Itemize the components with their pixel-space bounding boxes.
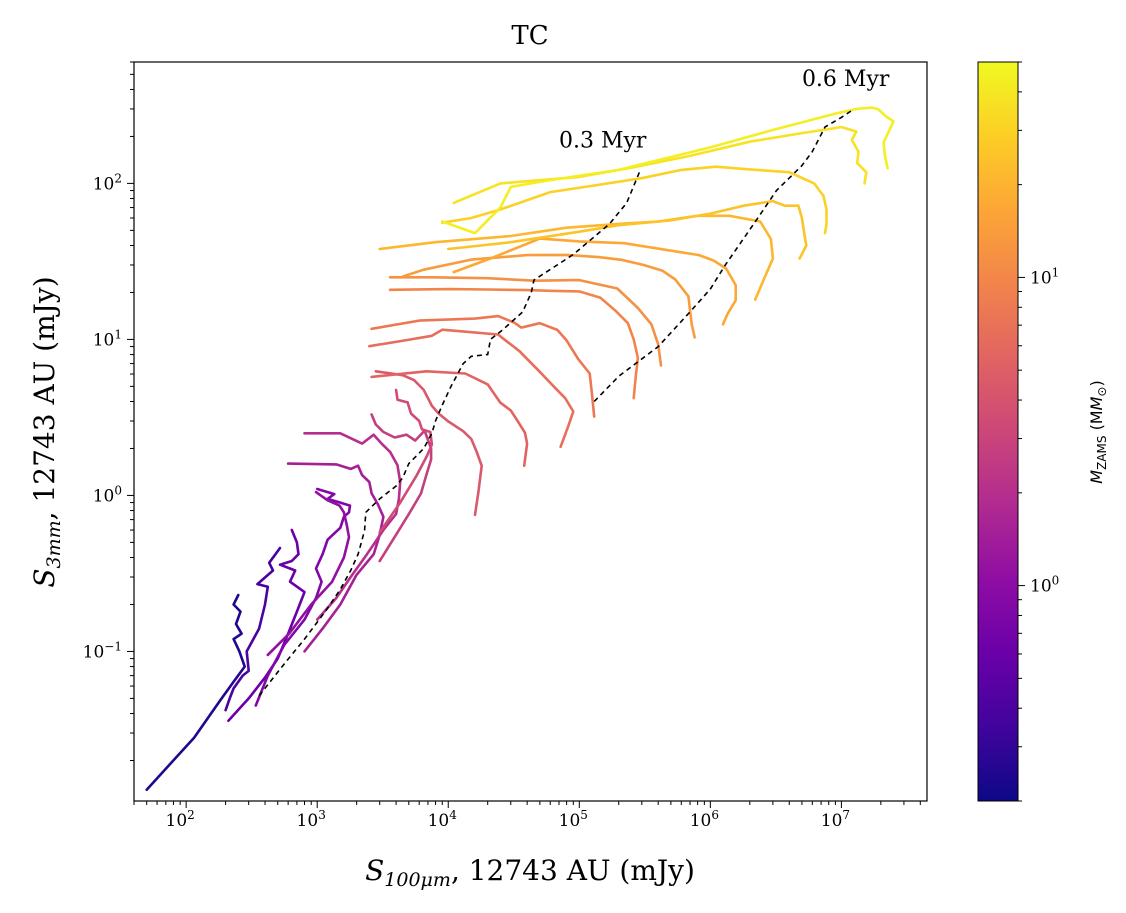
series-layer — [145, 106, 895, 791]
series-line-2 — [227, 528, 306, 722]
series-line-7 — [370, 413, 433, 563]
isochrone-layer — [258, 108, 855, 697]
series-line-10 — [370, 370, 529, 467]
x-tick-label: 104 — [428, 808, 458, 831]
y-axis-label: S3mm, 12743 AU (mJy) — [28, 276, 65, 587]
y-tick-label: 10−1 — [83, 639, 122, 662]
y-axis-label-var: S — [28, 568, 61, 587]
series-line-17 — [378, 214, 775, 301]
series-line-16 — [452, 237, 737, 326]
series-line-8 — [378, 388, 434, 534]
y-tick-label: 100 — [93, 483, 122, 506]
isochrone-label-1: 0.6 Myr — [802, 67, 890, 92]
x-axis-label: S100μm, 12743 AU (mJy) — [365, 854, 695, 891]
series-line-13 — [388, 287, 640, 400]
colorbar-tick-label: 100 — [1030, 574, 1059, 597]
x-tick-label: 107 — [821, 808, 850, 831]
series-line-18 — [446, 199, 808, 260]
series-line-20 — [452, 125, 868, 205]
y-tick-label: 102 — [93, 171, 122, 194]
x-tick-label: 105 — [559, 808, 588, 831]
colorbar-tick-label: 101 — [1030, 265, 1059, 288]
y-axis-label-rest: , 12743 AU (mJy) — [28, 276, 61, 520]
y-tick-label: 101 — [93, 327, 122, 350]
series-line-5 — [286, 462, 385, 653]
colorbar-label-sub: ZAMS — [1095, 436, 1109, 470]
y-axis-label-sub: 3mm — [43, 520, 65, 568]
series-line-21 — [441, 106, 895, 235]
series-line-0 — [145, 593, 246, 791]
series-line-4 — [266, 490, 351, 657]
series-line-19 — [441, 165, 828, 235]
x-axis-label-rest: , 12743 AU (mJy) — [451, 854, 695, 887]
series-line-15 — [401, 253, 696, 339]
series-line-9 — [374, 370, 483, 517]
colorbar-label-var: M — [1087, 470, 1106, 484]
colorbar-label-var2: M — [1087, 396, 1106, 410]
x-tick-label: 106 — [690, 808, 719, 831]
colorbar-label-sym: ⊙ — [1095, 387, 1109, 397]
x-ticks: 102 103 104 105 106 107 — [133, 801, 921, 831]
series-line-12 — [370, 314, 596, 418]
series-line-11 — [368, 328, 575, 449]
x-axis-label-sub: 100μm — [384, 869, 451, 891]
colorbar-ticks: 100 101 — [1018, 61, 1059, 802]
y-ticks: 10−1 100 101 102 — [83, 61, 134, 761]
colorbar-label-rest: (M — [1087, 410, 1106, 435]
x-tick-label: 102 — [166, 808, 195, 831]
colorbar — [977, 61, 1019, 802]
isochrone-line-0 — [258, 170, 641, 697]
series-line-3 — [254, 487, 352, 707]
colorbar-label-close: ) — [1087, 380, 1106, 386]
series-line-14 — [388, 276, 663, 367]
chart-title: TC — [511, 21, 548, 51]
x-tick-label: 103 — [297, 808, 326, 831]
x-axis-label-var: S — [365, 854, 384, 887]
isochrone-line-1 — [593, 108, 855, 403]
colorbar-label: MZAMS (MM⊙) — [1087, 380, 1109, 483]
plot-frame — [133, 61, 928, 802]
series-line-1 — [224, 546, 282, 712]
isochrone-label-0: 0.3 Myr — [559, 128, 647, 153]
